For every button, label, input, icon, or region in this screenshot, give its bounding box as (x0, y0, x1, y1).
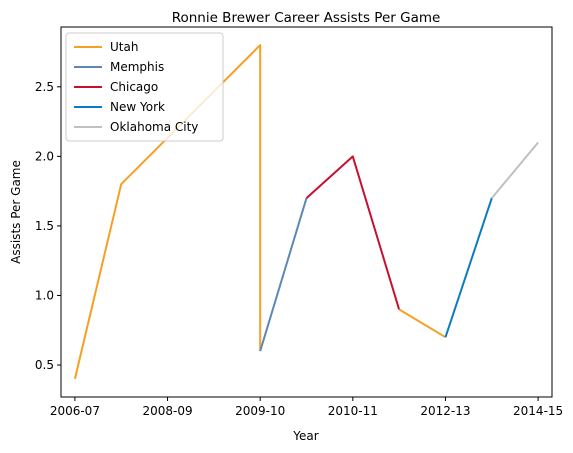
legend-entry: Memphis (110, 60, 164, 74)
x-tick-label: 2014-15 (513, 404, 563, 418)
legend-entry: New York (110, 100, 165, 114)
series-line-4 (444, 197, 493, 338)
series-line-1 (259, 197, 308, 352)
plot-frame (60, 26, 553, 398)
legend-box (65, 32, 224, 142)
y-axis-label: Assists Per Game (9, 160, 23, 264)
y-tick-label: 1.5 (35, 219, 54, 233)
series-line-2 (305, 155, 401, 310)
y-tick-label: 2.0 (35, 149, 54, 163)
legend-entry: Chicago (110, 80, 158, 94)
y-tick-label: 1.0 (35, 288, 54, 302)
x-tick-label: 2012-13 (420, 404, 470, 418)
legend-entry: Utah (110, 40, 138, 54)
x-tick-label: 2010-11 (328, 404, 378, 418)
x-tick-label: 2006-07 (50, 404, 100, 418)
series-line-3 (398, 308, 447, 339)
x-tick-label: 2008-09 (142, 404, 192, 418)
legend: Utah Memphis Chicago New York Oklahoma City (65, 32, 224, 142)
x-tick-label: 2009-10 (235, 404, 285, 418)
x-axis-ticks: 2006-07 2008-09 2009-10 2010-11 2012-13 2014-… (50, 397, 563, 418)
chart-title: Ronnie Brewer Career Assists Per Game (172, 10, 441, 26)
y-axis-ticks: 0.5 1.0 1.5 2.0 2.5 (35, 80, 61, 372)
legend-entry: Oklahoma City (110, 120, 198, 134)
y-tick-label: 2.5 (35, 80, 54, 94)
x-axis-label: Year (292, 429, 318, 443)
series-line-5 (491, 141, 539, 199)
y-tick-label: 0.5 (35, 358, 54, 372)
